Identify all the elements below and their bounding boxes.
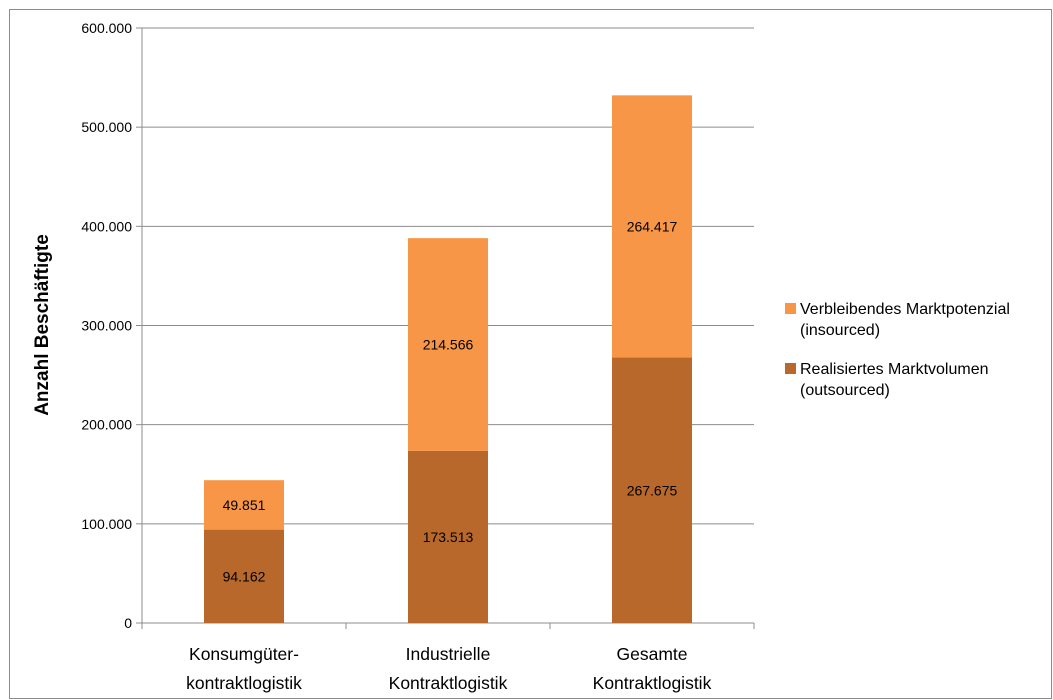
bar-segment (408, 450, 488, 623)
legend-label: (outsourced) (800, 382, 890, 399)
data-label: 49.851 (223, 497, 266, 513)
y-tick-label: 300.000 (81, 318, 132, 334)
y-tick-label: 0 (124, 615, 132, 631)
data-label: 94.162 (223, 568, 266, 584)
x-category-label: kontraktlogistik (186, 673, 302, 693)
x-category-label: Industrielle (406, 644, 491, 664)
x-category-label: Kontraktlogistik (389, 673, 508, 693)
data-label: 267.675 (627, 482, 678, 498)
data-label: 264.417 (627, 218, 678, 234)
legend-swatch (785, 363, 796, 374)
x-category-label: Konsumgüter- (189, 644, 299, 664)
y-tick-label: 100.000 (81, 516, 132, 532)
y-tick-label: 500.000 (81, 119, 132, 135)
legend-label: (insourced) (800, 322, 880, 339)
legend-label: Realisiertes Marktvolumen (800, 361, 989, 378)
y-axis-title: Anzahl Beschäftigte (32, 234, 53, 416)
legend-swatch (785, 303, 796, 314)
x-category-label: Gesamte (617, 644, 688, 664)
x-category-label: Kontraktlogistik (593, 673, 712, 693)
y-tick-label: 600.000 (81, 20, 132, 36)
y-tick-label: 400.000 (81, 218, 132, 234)
bar-segment (204, 529, 284, 623)
bar-segment (612, 95, 692, 358)
bar-segment (408, 238, 488, 451)
legend-label: Verbleibendes Marktpotenzial (800, 301, 1010, 318)
data-label: 173.513 (423, 529, 474, 545)
bar-segment (612, 357, 692, 623)
data-label: 214.566 (423, 337, 474, 353)
y-tick-label: 200.000 (81, 417, 132, 433)
bar-segment (204, 480, 284, 530)
chart-frame (9, 9, 1052, 699)
